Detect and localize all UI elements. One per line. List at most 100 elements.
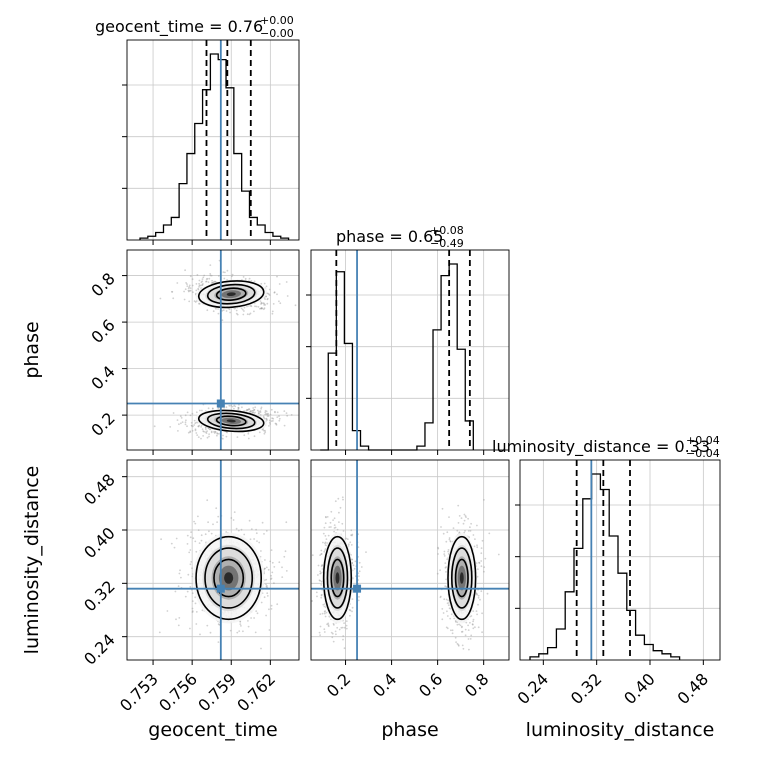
sample-point <box>329 521 332 524</box>
sample-point <box>253 408 256 411</box>
sample-point <box>444 566 447 569</box>
sample-point <box>342 635 345 637</box>
sample-point <box>160 538 163 541</box>
histogram-luminosity-distance <box>529 473 681 660</box>
sample-point <box>269 423 271 425</box>
contour-line <box>215 287 247 301</box>
sample-point <box>204 428 207 431</box>
sample-point <box>262 308 265 311</box>
sample-point <box>209 631 212 634</box>
sample-point <box>290 414 293 416</box>
y-axis-label-phase: phase <box>21 321 43 378</box>
sample-point <box>345 624 348 627</box>
sample-point <box>257 306 260 308</box>
sample-point <box>351 558 354 561</box>
sample-point <box>209 428 211 431</box>
sample-point <box>191 610 194 612</box>
density-level <box>226 419 236 423</box>
sample-point <box>328 526 331 528</box>
sample-point <box>189 563 192 566</box>
sample-point <box>179 415 182 418</box>
title-upper-error: +0.04 <box>686 434 720 447</box>
sample-point <box>327 622 330 625</box>
sample-point <box>177 430 179 432</box>
sample-point <box>255 532 258 535</box>
sample-point <box>442 532 445 535</box>
sample-point <box>249 312 252 315</box>
sample-point <box>456 623 459 626</box>
sample-point <box>480 565 483 568</box>
sample-point <box>446 615 449 617</box>
sample-point <box>260 550 262 552</box>
sample-point <box>263 596 266 599</box>
sample-point <box>350 534 352 537</box>
sample-point <box>476 593 478 596</box>
sample-point <box>465 621 468 624</box>
sample-point <box>236 313 239 316</box>
sample-point <box>232 519 235 521</box>
sample-point <box>265 412 267 415</box>
sample-point <box>357 546 360 549</box>
sample-point <box>177 624 180 627</box>
sample-point <box>285 281 288 283</box>
sample-point <box>184 288 187 291</box>
title-luminosity-distance: luminosity_distance = 0.33+0.04−0.04 <box>492 434 720 460</box>
sample-point <box>203 274 206 277</box>
sample-point <box>267 415 270 417</box>
sample-point <box>269 560 272 563</box>
sample-point <box>245 410 248 412</box>
sample-point <box>357 599 360 602</box>
sample-point <box>263 304 265 306</box>
sample-point <box>189 430 192 433</box>
sample-point <box>478 562 481 564</box>
sample-point <box>436 572 439 575</box>
sample-point <box>253 435 256 438</box>
panel-frame <box>126 249 300 451</box>
sample-point <box>325 538 328 540</box>
sample-point <box>246 313 249 316</box>
sample-point <box>189 549 192 551</box>
sample-point <box>450 613 453 616</box>
sample-point <box>202 430 205 432</box>
sample-point <box>180 422 182 425</box>
sample-point <box>214 430 217 433</box>
sample-point <box>351 598 354 600</box>
sample-point <box>211 279 214 282</box>
sample-point <box>320 669 322 671</box>
sample-point <box>197 287 200 290</box>
sample-point <box>200 437 202 440</box>
sample-point <box>319 570 322 573</box>
sample-point <box>319 634 321 636</box>
contour-line <box>204 547 254 609</box>
sample-point <box>250 411 252 413</box>
sample-point <box>254 406 257 409</box>
sample-point <box>210 274 213 277</box>
sample-point <box>265 614 267 617</box>
sample-point <box>200 539 203 542</box>
sample-point <box>198 302 200 305</box>
sample-point <box>171 290 173 293</box>
sample-point <box>323 631 326 633</box>
sample-point <box>320 596 323 599</box>
sample-point <box>472 620 474 623</box>
sample-point <box>195 289 198 292</box>
sample-point <box>262 302 265 305</box>
sample-point <box>190 421 193 424</box>
sample-point <box>264 429 266 432</box>
sample-point <box>184 269 187 272</box>
sample-point <box>470 522 472 525</box>
sample-point <box>460 517 463 519</box>
sample-point <box>460 626 463 629</box>
sample-point <box>195 432 198 434</box>
sample-point <box>260 407 262 410</box>
sample-point <box>260 307 262 310</box>
sample-point <box>191 278 194 281</box>
sample-point <box>350 544 353 546</box>
sample-point <box>250 305 253 308</box>
sample-point <box>235 309 238 312</box>
histogram-phase <box>320 263 474 451</box>
sample-point <box>248 411 251 413</box>
sample-point <box>320 549 323 552</box>
sample-point <box>228 308 231 311</box>
